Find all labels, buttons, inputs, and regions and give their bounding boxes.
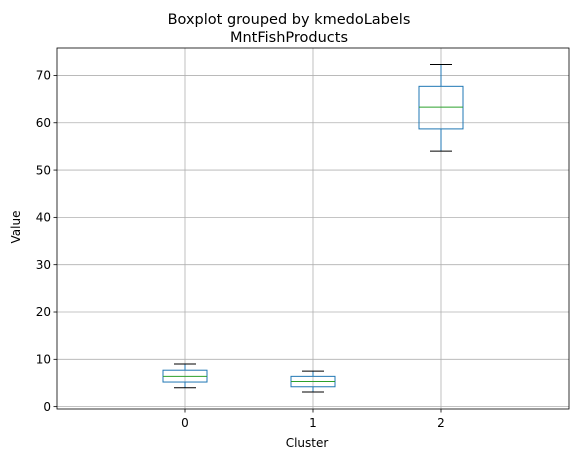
y-tick-label: 0 (43, 400, 51, 414)
chart-suptitle: Boxplot grouped by kmedoLabels (168, 12, 411, 28)
y-tick-label: 30 (36, 258, 51, 272)
tick-labels: 0 10 20 30 40 50 60 70 0 1 2 (36, 69, 445, 430)
y-tick-label: 40 (36, 211, 51, 225)
y-tick-label: 70 (36, 69, 51, 83)
y-tick-label: 20 (36, 305, 51, 319)
y-tick-label: 50 (36, 163, 51, 177)
box-series (162, 64, 464, 393)
x-tick-label: 0 (181, 416, 189, 430)
box-group-cluster-0 (162, 363, 208, 389)
box-group-cluster-1 (290, 370, 336, 393)
grid-lines (57, 48, 569, 409)
x-tick-label: 1 (309, 416, 317, 430)
y-tick-label: 60 (36, 116, 51, 130)
y-axis-label: Value (9, 211, 23, 244)
chart-title: MntFishProducts (230, 30, 348, 46)
y-tick-label: 10 (36, 353, 51, 367)
box-group-cluster-2 (418, 64, 464, 152)
x-axis-label: Cluster (286, 436, 329, 450)
x-tick-label: 2 (437, 416, 445, 430)
